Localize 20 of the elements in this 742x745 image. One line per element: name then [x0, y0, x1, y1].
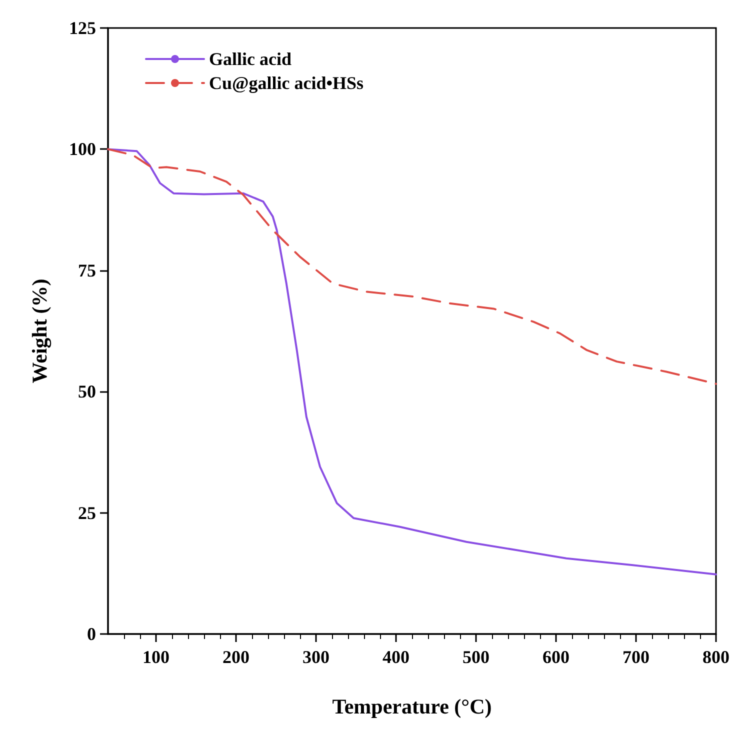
x-axis-title: Temperature (°C) — [332, 694, 492, 718]
y-axis-title: Weight (%) — [28, 278, 52, 384]
x-tick-label: 100 — [142, 647, 170, 667]
x-tick-label: 200 — [222, 647, 250, 667]
x-tick-label: 600 — [542, 647, 570, 667]
x-tick-label: 500 — [462, 647, 490, 667]
y-tick-label: 0 — [87, 624, 96, 644]
x-tick-label: 800 — [702, 647, 730, 667]
line-series — [107, 148, 717, 576]
line-series — [107, 148, 717, 385]
y-tick-label: 100 — [69, 139, 96, 160]
legend-label: Gallic acid — [209, 49, 292, 69]
legend-label: Cu@gallic acid•HSs — [209, 73, 364, 93]
x-tick-label: 300 — [302, 647, 330, 667]
y-tick-label: 50 — [78, 382, 96, 402]
y-tick-label: 125 — [69, 18, 96, 38]
y-tick-label: 25 — [78, 502, 96, 523]
x-tick-label: 700 — [622, 647, 650, 667]
y-tick-label: 75 — [78, 260, 96, 280]
x-tick-label: 400 — [382, 647, 410, 667]
